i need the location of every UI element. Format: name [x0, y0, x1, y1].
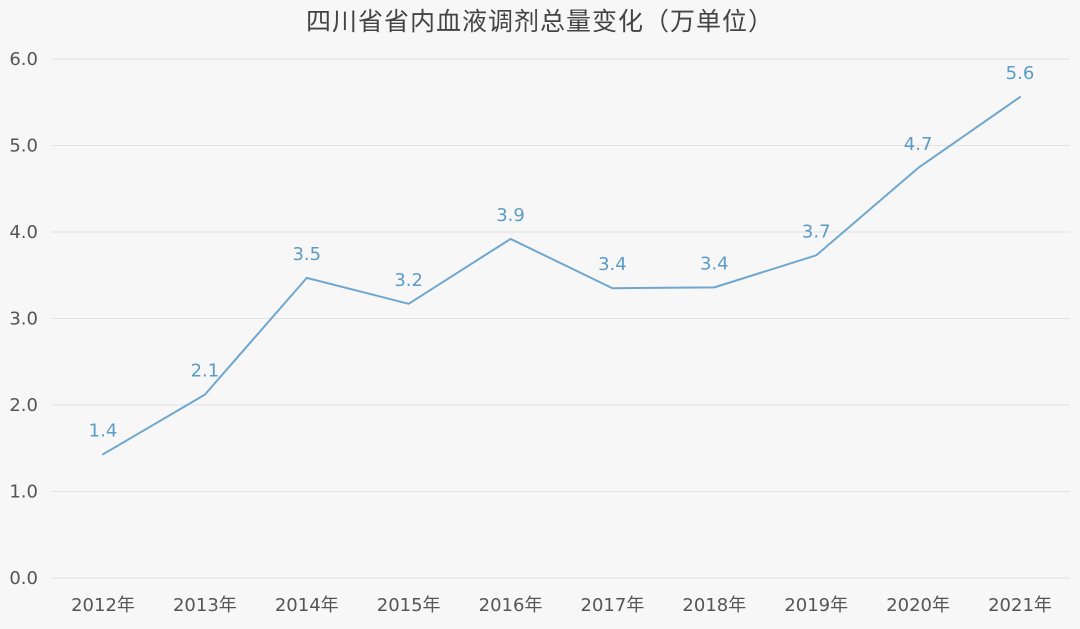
x-tick-label: 2013年: [173, 595, 237, 616]
data-label: 3.4: [700, 253, 729, 274]
x-tick-label: 2015年: [377, 595, 441, 616]
data-label: 2.1: [191, 361, 220, 382]
y-tick-label: 5.0: [9, 136, 38, 157]
y-tick-label: 3.0: [9, 309, 38, 330]
chart-title: 四川省省内血液调剂总量变化（万单位）: [306, 7, 774, 36]
grid: [52, 58, 1070, 579]
x-tick-label: 2021年: [988, 595, 1052, 616]
data-label: 3.2: [394, 270, 423, 291]
x-axis-ticks: 2012年 2013年 2014年 2015年 2016年 2017年 2018年 2019年…: [71, 595, 1052, 616]
x-tick-label: 2014年: [275, 595, 339, 616]
x-tick-label: 2017年: [581, 595, 645, 616]
x-tick-label: 2018年: [682, 595, 746, 616]
x-tick-label: 2020年: [886, 595, 950, 616]
y-tick-label: 4.0: [9, 222, 38, 243]
data-label: 3.7: [802, 221, 831, 242]
series-line: [102, 96, 1021, 456]
x-tick-label: 2019年: [784, 595, 848, 616]
y-tick-label: 1.0: [9, 482, 38, 503]
y-tick-label: 6.0: [9, 49, 38, 70]
data-label: 3.9: [496, 205, 525, 226]
data-labels: 1.4 2.1 3.5 3.2 3.9 3.4 3.4 3.7 4.7 5.6: [89, 63, 1035, 441]
y-axis-ticks: 0.0 1.0 2.0 3.0 4.0 5.0 6.0: [9, 49, 38, 589]
data-label: 5.6: [1006, 63, 1035, 84]
x-tick-label: 2012年: [71, 595, 135, 616]
data-label: 3.4: [598, 254, 627, 275]
data-label: 1.4: [89, 420, 118, 441]
data-label: 4.7: [904, 134, 933, 155]
y-tick-label: 2.0: [9, 395, 38, 416]
x-tick-label: 2016年: [479, 595, 543, 616]
data-label: 3.5: [292, 244, 321, 265]
y-tick-label: 0.0: [9, 568, 38, 589]
